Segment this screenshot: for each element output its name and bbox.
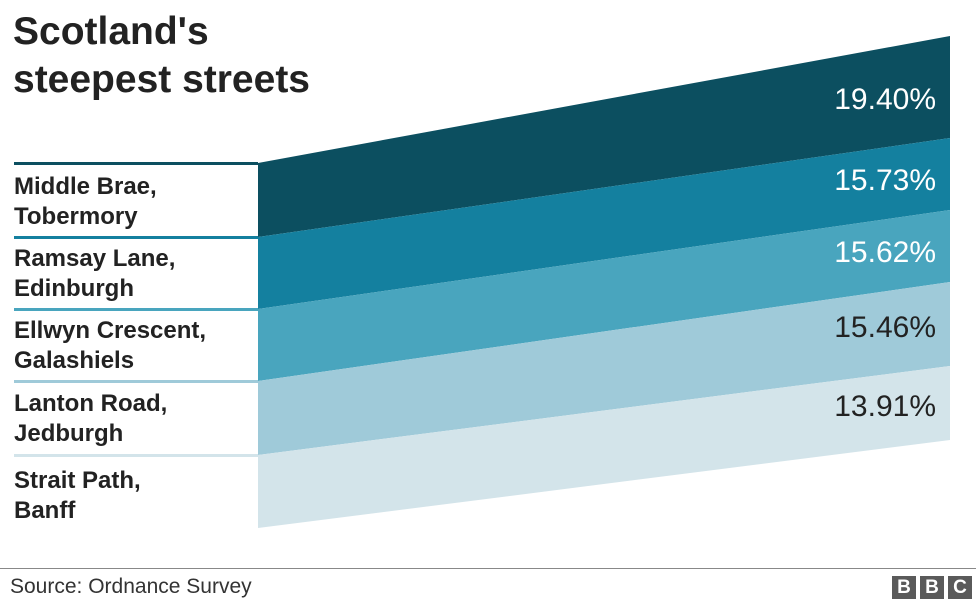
bands-group	[258, 36, 950, 528]
band-3	[258, 210, 950, 381]
band-4	[258, 282, 950, 455]
steepness-chart	[14, 36, 950, 528]
street-label-1: Middle Brae, Tobermory	[14, 172, 157, 232]
bbc-logo-block-1: B	[892, 576, 916, 599]
value-label-3: 15.62%	[834, 236, 936, 269]
street-label-3-name: Ellwyn Crescent,	[14, 317, 207, 344]
band-5	[258, 366, 950, 528]
chart-title-line-2: steepest streets	[13, 58, 310, 101]
value-label-5: 13.91%	[834, 390, 936, 423]
chart-title-line-1: Scotland's	[13, 10, 209, 53]
street-label-5: Strait Path, Banff	[14, 466, 141, 526]
band-2	[258, 138, 950, 309]
footer-divider	[0, 568, 976, 569]
row-rule-2	[14, 236, 258, 239]
row-rule-4	[14, 380, 258, 383]
band-1	[258, 36, 950, 237]
bbc-logo: B B C	[892, 576, 972, 599]
bbc-logo-block-3: C	[948, 576, 972, 599]
value-label-1: 19.40%	[834, 83, 936, 116]
street-label-2-town: Edinburgh	[14, 275, 134, 302]
street-label-2: Ramsay Lane, Edinburgh	[14, 244, 175, 304]
street-label-1-name: Middle Brae,	[14, 173, 157, 200]
street-label-4: Lanton Road, Jedburgh	[14, 389, 167, 449]
street-label-2-name: Ramsay Lane,	[14, 245, 176, 272]
source-note: Source: Ordnance Survey	[10, 575, 252, 598]
street-label-1-town: Tobermory	[14, 203, 138, 230]
street-label-5-name: Strait Path,	[14, 467, 141, 494]
chart-title: Scotland's steepest streets	[13, 8, 310, 104]
value-label-4: 15.46%	[834, 311, 936, 344]
row-rule-3	[14, 308, 258, 311]
street-label-3: Ellwyn Crescent, Galashiels	[14, 316, 206, 376]
street-label-5-town: Banff	[14, 497, 76, 524]
street-label-4-name: Lanton Road,	[14, 390, 168, 417]
street-label-3-town: Galashiels	[14, 347, 135, 374]
row-rule-5	[14, 454, 258, 457]
bbc-logo-block-2: B	[920, 576, 944, 599]
street-label-4-town: Jedburgh	[14, 420, 124, 447]
row-rule-1	[14, 162, 258, 165]
row-rules-group	[14, 162, 258, 457]
value-label-2: 15.73%	[834, 164, 936, 197]
